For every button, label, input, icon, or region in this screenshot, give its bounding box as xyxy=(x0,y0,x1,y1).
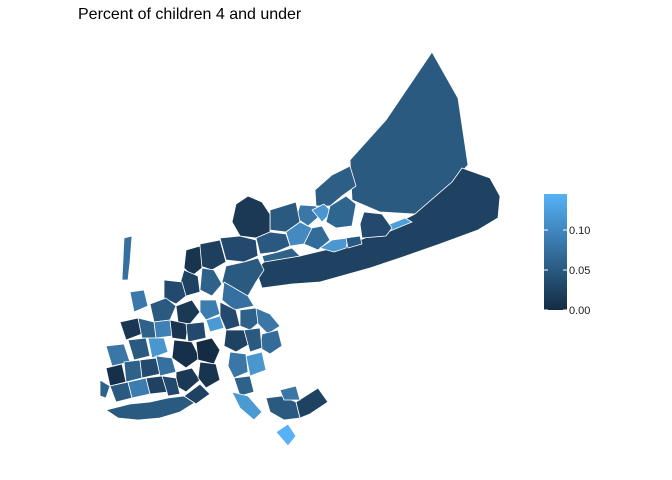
tract-polygon xyxy=(163,279,187,305)
tract-polygon xyxy=(175,299,201,325)
tract-polygon xyxy=(199,267,223,297)
tract-polygon xyxy=(345,235,363,249)
tract-polygon xyxy=(275,423,297,447)
tract-polygon xyxy=(223,329,251,353)
tract-polygon xyxy=(183,245,203,277)
legend-color-bar xyxy=(544,194,567,310)
tract-polygon xyxy=(149,297,177,323)
tract-polygon xyxy=(129,289,149,313)
tract-polygon xyxy=(279,385,301,401)
tract-polygon xyxy=(197,361,221,389)
tract-polygon xyxy=(233,375,255,397)
tract-polygon xyxy=(127,337,151,361)
tract-polygon xyxy=(303,225,331,251)
tract-polygon xyxy=(183,383,211,405)
tract-polygon xyxy=(171,339,201,369)
legend-tick-label: 0.05 xyxy=(569,265,590,277)
tract-polygon xyxy=(105,363,127,387)
tract-polygon xyxy=(245,351,267,377)
tract-polygon xyxy=(231,195,271,239)
tract-polygon xyxy=(121,235,133,281)
tract-polygon xyxy=(359,211,393,239)
legend-tick-label: 0.10 xyxy=(569,225,590,237)
tract-polygon xyxy=(227,351,249,379)
tract-polygon xyxy=(99,379,111,399)
tract-polygon xyxy=(219,235,259,263)
map-title: Percent of children 4 and under xyxy=(78,6,302,23)
tract-polygon xyxy=(243,327,263,353)
tract-polygon xyxy=(295,387,329,419)
tract-polygon xyxy=(123,359,143,383)
tract-polygon xyxy=(153,319,173,339)
tract-polygon xyxy=(169,319,189,341)
tract-polygon xyxy=(261,247,301,263)
color-legend: 0.00 0.05 0.10 xyxy=(544,194,590,317)
tract-polygon xyxy=(325,195,357,229)
tract-polygon xyxy=(219,301,241,331)
tract-polygon xyxy=(231,391,263,421)
tract-polygon xyxy=(314,165,357,207)
tract-polygon xyxy=(185,321,207,343)
tract-polygon xyxy=(255,231,291,255)
tract-polygon xyxy=(195,337,221,365)
tract-polygon xyxy=(205,315,225,333)
tract-polygon xyxy=(221,281,255,311)
tract-polygon xyxy=(147,337,169,359)
tract-polygon xyxy=(199,299,221,321)
tract-polygon xyxy=(161,375,181,397)
census-tracts xyxy=(99,51,501,447)
legend-tick-label: 0.00 xyxy=(569,305,590,317)
tract-polygon xyxy=(259,329,283,355)
tract-polygon xyxy=(255,307,281,335)
tract-polygon xyxy=(137,317,157,339)
